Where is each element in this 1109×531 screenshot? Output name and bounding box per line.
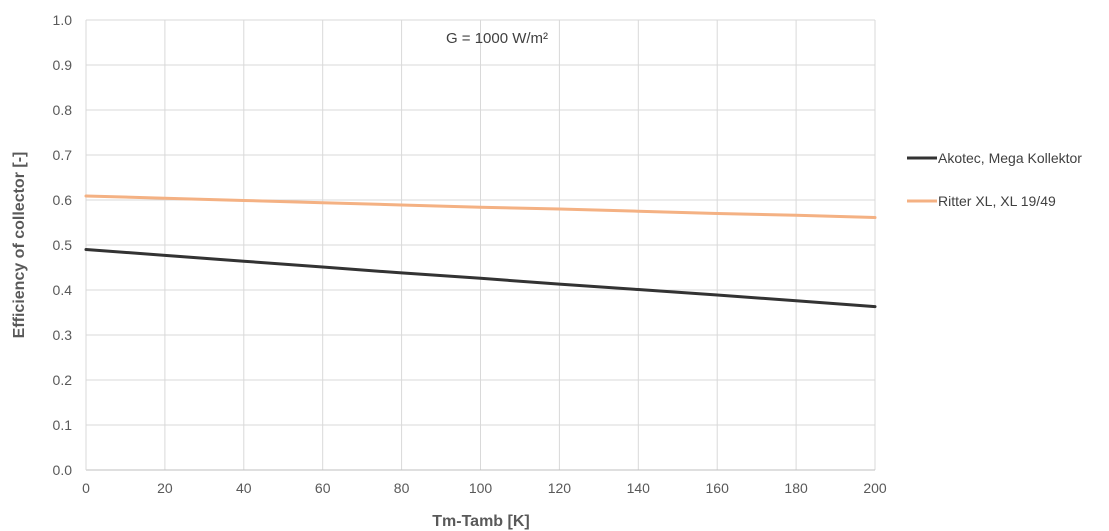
legend-label-akotec-mega-kollektor: Akotec, Mega Kollektor bbox=[938, 150, 1082, 166]
x-tick-label: 200 bbox=[863, 480, 887, 496]
y-tick-label: 0.0 bbox=[53, 462, 73, 478]
x-axis-title: Tm-Tamb [K] bbox=[432, 513, 529, 530]
tick-labels: 0.0 0.1 0.2 0.3 0.4 0.5 0.6 0.7 0.8 0.9 1.0 0 20 40 60… bbox=[53, 12, 887, 496]
irradiance-annotation: G = 1000 W/m² bbox=[446, 30, 548, 47]
x-tick-label: 0 bbox=[82, 480, 90, 496]
grid bbox=[86, 19, 876, 470]
y-tick-label: 1.0 bbox=[53, 12, 73, 28]
x-tick-label: 20 bbox=[157, 480, 173, 496]
x-tick-label: 140 bbox=[627, 480, 651, 496]
y-tick-label: 0.1 bbox=[53, 417, 73, 433]
y-axis-title: Efficiency of collector [-] bbox=[11, 152, 28, 339]
axes bbox=[85, 20, 875, 471]
x-tick-label: 100 bbox=[469, 480, 493, 496]
y-tick-label: 0.5 bbox=[53, 237, 73, 253]
x-tick-label: 60 bbox=[315, 480, 331, 496]
series-line-akotec-mega-kollektor bbox=[84, 248, 877, 309]
y-tick-label: 0.4 bbox=[53, 282, 73, 298]
x-tick-label: 160 bbox=[706, 480, 730, 496]
y-tick-label: 0.7 bbox=[53, 147, 73, 163]
y-tick-label: 0.3 bbox=[53, 327, 73, 343]
legend-label-ritter-xl-xl-19-49: Ritter XL, XL 19/49 bbox=[938, 193, 1056, 209]
y-tick-label: 0.8 bbox=[53, 102, 73, 118]
series-group bbox=[84, 194, 877, 309]
series-line-ritter-xl-xl-19-49 bbox=[84, 194, 877, 220]
x-tick-label: 180 bbox=[784, 480, 808, 496]
x-tick-label: 120 bbox=[548, 480, 572, 496]
y-tick-label: 0.9 bbox=[53, 57, 73, 73]
y-tick-label: 0.2 bbox=[53, 372, 73, 388]
y-tick-label: 0.6 bbox=[53, 192, 73, 208]
legend: Akotec, Mega Kollektor Ritter XL, XL 19/4… bbox=[907, 150, 1082, 209]
x-tick-label: 40 bbox=[236, 480, 252, 496]
x-tick-label: 80 bbox=[394, 480, 410, 496]
